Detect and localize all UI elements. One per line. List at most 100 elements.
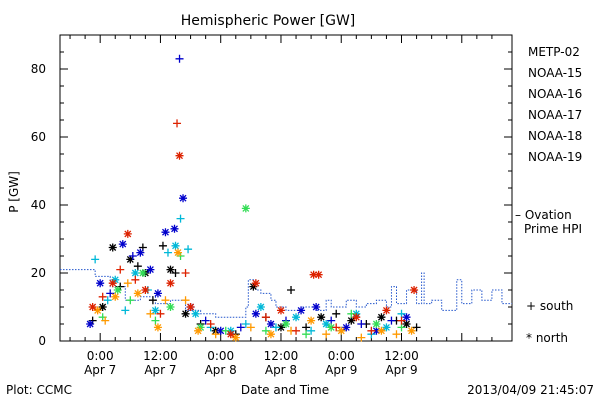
x-tick-label-time: 0:00 — [87, 349, 114, 363]
data-point — [123, 229, 132, 238]
data-point — [88, 303, 97, 311]
data-point — [108, 243, 117, 252]
data-point — [126, 296, 135, 305]
data-point — [161, 228, 170, 237]
data-point — [407, 326, 416, 335]
data-point — [174, 248, 183, 257]
y-tick-label: 20 — [31, 266, 46, 280]
data-point — [246, 323, 255, 332]
data-point — [166, 303, 175, 311]
data-point — [397, 316, 406, 325]
x-tick-label-date: Apr 9 — [325, 363, 357, 377]
data-point — [357, 333, 366, 342]
data-point — [322, 330, 331, 339]
data-point — [251, 279, 260, 288]
data-point — [287, 286, 296, 294]
data-point — [166, 265, 175, 274]
data-point — [175, 54, 184, 63]
data-point — [191, 309, 200, 318]
data-point — [123, 279, 132, 288]
data-point — [309, 270, 318, 279]
data-point — [382, 306, 391, 315]
data-point — [163, 248, 172, 257]
data-point — [292, 326, 301, 335]
data-point — [131, 275, 140, 284]
data-point — [161, 296, 170, 305]
data-point — [302, 323, 311, 332]
legend-item: NOAA-17 — [528, 108, 582, 122]
x-tick-label-date: Apr 7 — [84, 363, 116, 377]
data-point — [317, 313, 326, 322]
data-point — [171, 269, 180, 277]
data-point — [307, 326, 316, 335]
data-point — [276, 306, 285, 315]
data-point — [111, 292, 120, 301]
data-point — [166, 279, 175, 288]
data-point — [402, 313, 411, 322]
data-point — [231, 333, 240, 342]
y-tick-label: 80 — [31, 62, 46, 76]
data-point — [153, 323, 162, 332]
data-point — [173, 119, 182, 128]
data-point — [327, 316, 336, 325]
data-point — [171, 241, 180, 250]
data-point — [292, 313, 301, 322]
data-point — [372, 320, 381, 328]
data-point — [314, 270, 323, 279]
data-point — [113, 286, 122, 294]
y-tick-label: 0 — [38, 334, 46, 348]
data-point — [184, 245, 193, 254]
y-tick-label: 40 — [31, 198, 46, 212]
chart-title: Hemispheric Power [GW] — [181, 13, 356, 29]
x-tick-label-time: 0:00 — [207, 349, 234, 363]
legend-item: METP-02 — [528, 45, 580, 59]
data-point — [332, 309, 341, 318]
data-point — [377, 313, 386, 322]
data-point — [181, 309, 190, 318]
x-tick-label-time: 12:00 — [143, 349, 178, 363]
data-point — [186, 303, 195, 311]
legend-item: NOAA-19 — [528, 150, 582, 164]
data-point — [382, 323, 391, 332]
data-point — [175, 151, 184, 160]
legend-item: NOAA-15 — [528, 66, 582, 80]
data-point — [322, 320, 331, 328]
data-point — [266, 320, 275, 328]
x-axis-label: Date and Time — [241, 383, 329, 397]
data-point — [261, 326, 270, 335]
data-point — [327, 323, 336, 332]
data-point — [201, 316, 210, 325]
data-point — [221, 326, 230, 335]
data-point — [86, 320, 95, 328]
data-point — [241, 320, 250, 328]
data-point — [91, 255, 100, 264]
data-point — [307, 316, 316, 325]
data-point — [101, 316, 110, 325]
data-point — [367, 326, 376, 335]
data-point — [347, 309, 356, 318]
ovation-hpi-series — [60, 269, 512, 318]
x-tick-label-date: Apr 7 — [144, 363, 176, 377]
data-point — [352, 313, 361, 322]
footer-timestamp: 2013/04/09 21:45:07 — [467, 383, 594, 397]
data-point — [211, 330, 220, 339]
data-point — [261, 313, 270, 322]
data-point — [141, 286, 150, 294]
data-point — [302, 330, 311, 339]
data-point — [377, 326, 386, 335]
data-point — [181, 296, 190, 305]
data-point — [151, 316, 160, 325]
data-point — [170, 224, 179, 233]
y-axis-label: P [GW] — [7, 171, 21, 213]
data-point — [93, 306, 102, 315]
data-point — [179, 194, 188, 203]
legend-item: NOAA-16 — [528, 87, 582, 101]
ovation-legend-line1: – Ovation — [515, 208, 572, 222]
footer-plot-credit: Plot: CCMC — [6, 383, 72, 397]
data-point — [387, 316, 396, 325]
ovation-step-line — [60, 269, 512, 318]
data-point — [133, 262, 142, 271]
data-point — [392, 330, 401, 339]
